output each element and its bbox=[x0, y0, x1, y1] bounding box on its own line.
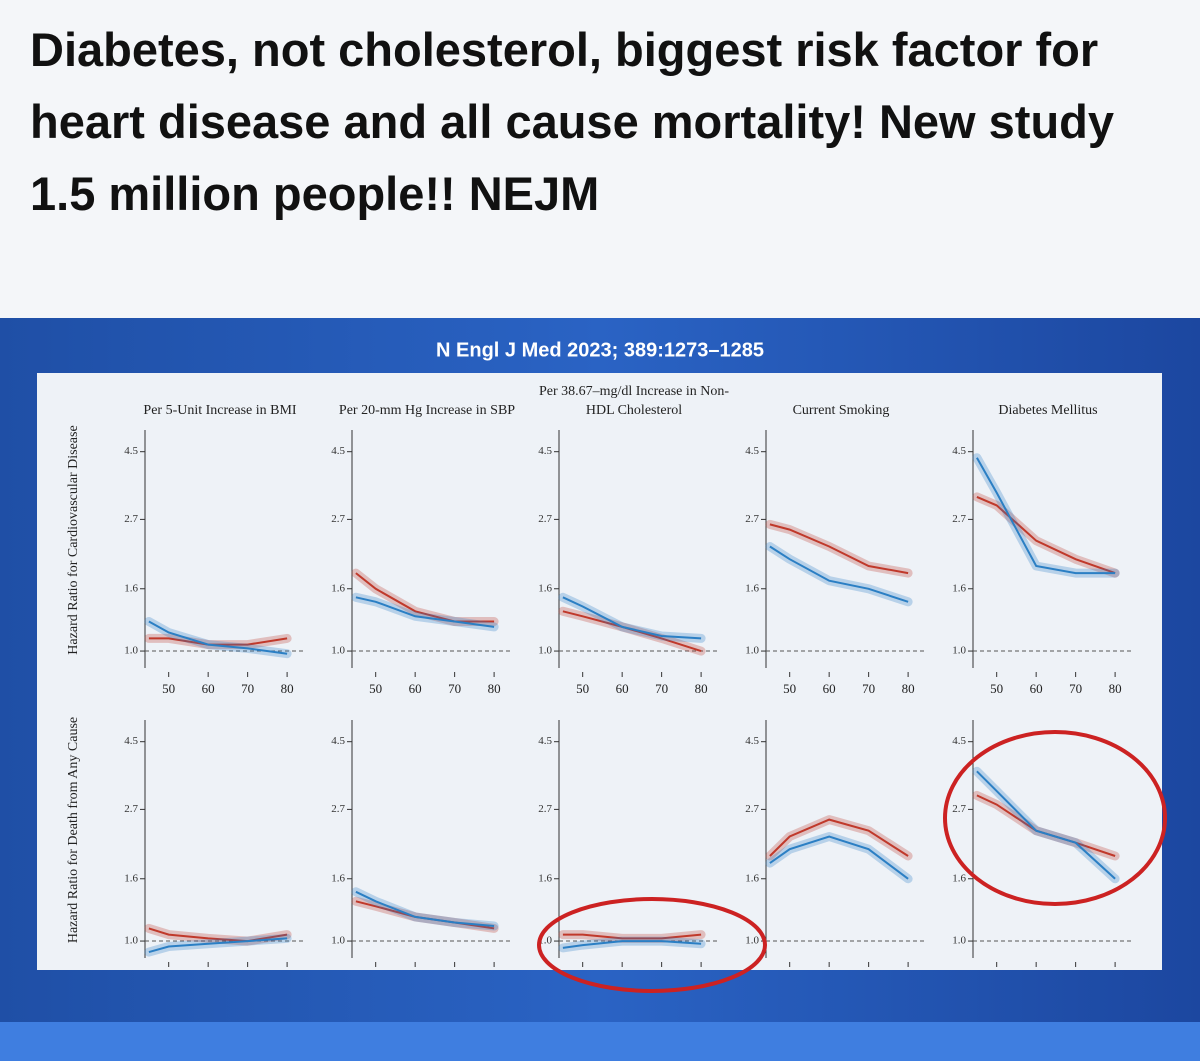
x-tick-label: 80 bbox=[902, 681, 915, 696]
x-tick-label: 80 bbox=[281, 681, 294, 696]
y-tick-label: 2.7 bbox=[124, 803, 138, 815]
y-tick-label: 1.0 bbox=[331, 935, 345, 947]
y-tick-label: 2.7 bbox=[538, 803, 552, 815]
citation: N Engl J Med 2023; 389:1273–1285 bbox=[436, 339, 764, 361]
x-tick-label: 80 bbox=[488, 681, 501, 696]
column-title: Per 20-mm Hg Increase in SBP bbox=[338, 403, 516, 418]
x-tick-label: 60 bbox=[1030, 681, 1043, 696]
y-tick-label: 4.5 bbox=[745, 735, 759, 747]
x-tick-label: 50 bbox=[576, 681, 589, 696]
y-axis-label: Hazard Ratio for Death from Any Cause bbox=[66, 716, 81, 944]
series-line bbox=[148, 620, 288, 655]
column-title: Current Smoking bbox=[792, 403, 890, 418]
x-tick-label: 70 bbox=[862, 681, 875, 696]
y-tick-label: 2.7 bbox=[952, 803, 966, 815]
y-tick-label: 1.0 bbox=[745, 645, 759, 657]
y-tick-label: 1.6 bbox=[952, 872, 966, 884]
y-tick-label: 4.5 bbox=[538, 735, 552, 747]
y-tick-label: 4.5 bbox=[952, 445, 966, 457]
series-line bbox=[148, 927, 288, 943]
figure-panel bbox=[37, 373, 1162, 970]
y-tick-label: 1.0 bbox=[952, 935, 966, 947]
slide-footer bbox=[0, 1022, 1200, 1061]
x-tick-label: 50 bbox=[783, 681, 796, 696]
y-tick-label: 2.7 bbox=[745, 803, 759, 815]
series-line bbox=[769, 835, 909, 880]
headline: Diabetes, not cholesterol, biggest risk … bbox=[30, 23, 1115, 220]
y-tick-label: 1.6 bbox=[952, 582, 966, 594]
column-title: Per 5-Unit Increase in BMI bbox=[143, 403, 297, 418]
y-tick-label: 4.5 bbox=[124, 445, 138, 457]
series-line bbox=[562, 940, 702, 949]
x-tick-label: 80 bbox=[1109, 681, 1122, 696]
series-line bbox=[976, 495, 1116, 575]
y-tick-label: 1.6 bbox=[745, 582, 759, 594]
y-tick-label: 1.6 bbox=[538, 582, 552, 594]
series-line bbox=[769, 545, 909, 603]
y-tick-label: 4.5 bbox=[952, 735, 966, 747]
y-tick-label: 1.6 bbox=[331, 872, 345, 884]
y-tick-label: 1.6 bbox=[331, 582, 345, 594]
x-tick-label: 60 bbox=[823, 681, 836, 696]
y-tick-label: 2.7 bbox=[952, 513, 966, 525]
series-line bbox=[355, 596, 495, 628]
y-tick-label: 2.7 bbox=[331, 803, 345, 815]
y-tick-label: 2.7 bbox=[331, 513, 345, 525]
y-tick-label: 4.5 bbox=[331, 445, 345, 457]
y-tick-label: 1.6 bbox=[745, 872, 759, 884]
x-tick-label: 60 bbox=[616, 681, 629, 696]
plots: 1.0 1.6 2.7 4.5 50 60 70 80 1.0 1.6 2.7 4.5 50 60 70 80… bbox=[124, 430, 1131, 967]
series-line bbox=[355, 890, 495, 927]
series-line bbox=[769, 818, 909, 857]
column-title: Per 38.67–mg/dl Increase in Non-HDL Chol… bbox=[538, 384, 730, 418]
highlight-circle bbox=[537, 897, 767, 993]
y-tick-label: 1.0 bbox=[124, 935, 138, 947]
headline-background bbox=[0, 0, 1200, 312]
column-title: Diabetes Mellitus bbox=[998, 403, 1098, 418]
y-tick-label: 2.7 bbox=[124, 513, 138, 525]
y-tick-label: 1.6 bbox=[124, 582, 138, 594]
x-tick-label: 60 bbox=[202, 681, 215, 696]
y-tick-label: 1.0 bbox=[124, 645, 138, 657]
y-tick-label: 1.0 bbox=[745, 935, 759, 947]
y-tick-label: 4.5 bbox=[745, 445, 759, 457]
y-tick-label: 2.7 bbox=[745, 513, 759, 525]
y-tick-label: 2.7 bbox=[538, 513, 552, 525]
series-line bbox=[355, 572, 495, 623]
x-tick-label: 70 bbox=[655, 681, 668, 696]
series-line bbox=[562, 933, 702, 940]
y-tick-label: 1.6 bbox=[124, 872, 138, 884]
series-line bbox=[148, 937, 288, 954]
series-line bbox=[976, 457, 1116, 575]
x-tick-label: 70 bbox=[241, 681, 254, 696]
y-tick-label: 1.0 bbox=[331, 645, 345, 657]
x-tick-label: 70 bbox=[448, 681, 461, 696]
y-tick-label: 4.5 bbox=[124, 735, 138, 747]
x-tick-label: 50 bbox=[162, 681, 175, 696]
y-axis-label: Hazard Ratio for Cardiovascular Disease bbox=[66, 425, 81, 655]
series-line bbox=[769, 523, 909, 575]
highlight-circle bbox=[943, 730, 1167, 906]
x-tick-label: 70 bbox=[1069, 681, 1082, 696]
y-tick-label: 1.0 bbox=[538, 645, 552, 657]
x-tick-label: 80 bbox=[695, 681, 708, 696]
x-tick-label: 50 bbox=[369, 681, 382, 696]
series-line bbox=[976, 770, 1116, 880]
y-tick-label: 4.5 bbox=[538, 445, 552, 457]
x-tick-label: 60 bbox=[409, 681, 422, 696]
y-tick-label: 1.0 bbox=[952, 645, 966, 657]
y-tick-label: 1.6 bbox=[538, 872, 552, 884]
x-tick-label: 50 bbox=[990, 681, 1003, 696]
y-tick-label: 4.5 bbox=[331, 735, 345, 747]
series-line bbox=[562, 596, 702, 640]
